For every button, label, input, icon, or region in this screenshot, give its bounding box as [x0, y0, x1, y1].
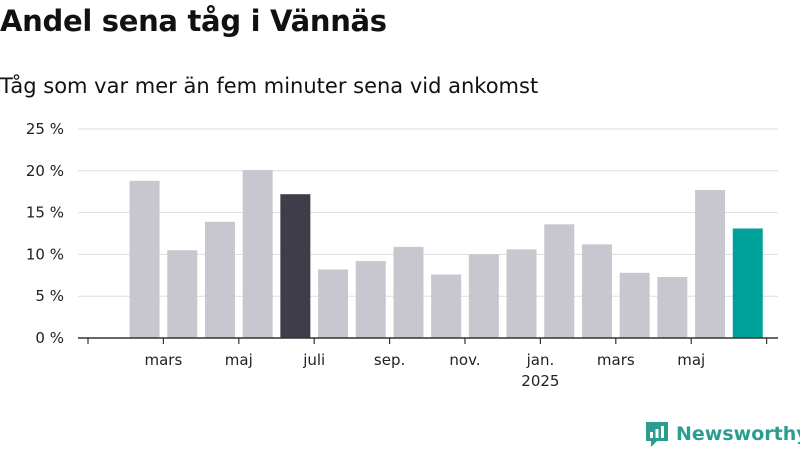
bar-2025-05 [695, 190, 726, 338]
y-tick-label: 0 % [35, 329, 64, 347]
bar-2025-01 [544, 224, 575, 338]
y-tick-label: 25 % [26, 120, 64, 138]
bar-2024-05 [242, 169, 273, 338]
x-tick-label: maj [677, 351, 705, 369]
y-tick-label: 20 % [26, 162, 64, 180]
bar-2025-03 [619, 272, 650, 338]
bar-2024-10 [431, 274, 462, 338]
x-tick-label: nov. [449, 351, 480, 369]
x-tick-label: juli [302, 351, 325, 369]
bar-2024-07 [318, 269, 349, 338]
bar-2024-03 [167, 250, 198, 338]
x-tick-label: jan. [526, 351, 555, 369]
chart-title: Andel sena tåg i Vännäs [0, 4, 387, 38]
bar-2024-09 [393, 246, 424, 338]
bar-2025-04 [657, 276, 688, 338]
bar-2024-02 [129, 180, 160, 338]
bar-2024-11 [468, 254, 499, 338]
y-tick-label: 5 % [35, 287, 64, 305]
bar-2024-08 [355, 261, 386, 338]
bar-chart: 0 % 5 % 10 % 15 % 20 % 25 % mars maj juli sep. nov… [26, 120, 778, 390]
bar-2024-12 [506, 249, 537, 338]
x-tick-label: maj [225, 351, 253, 369]
brand-name: Newsworthy [676, 423, 800, 445]
x-tick-label: sep. [374, 351, 405, 369]
x-tick-sublabel: 2025 [521, 372, 559, 390]
x-tick-label: mars [597, 351, 635, 369]
y-tick-label: 10 % [26, 245, 64, 263]
x-tick-label: mars [145, 351, 183, 369]
newsworthy-logo: Newsworthy [644, 420, 800, 448]
bar-2024-06 [280, 194, 311, 338]
newsworthy-logo-icon [646, 422, 668, 447]
chart-subtitle: Tåg som var mer än fem minuter sena vid … [0, 74, 539, 98]
bar-2025-06 [732, 228, 763, 338]
bar-2024-04 [204, 221, 235, 338]
bar-2025-02 [581, 244, 612, 338]
y-tick-label: 15 % [26, 204, 64, 222]
